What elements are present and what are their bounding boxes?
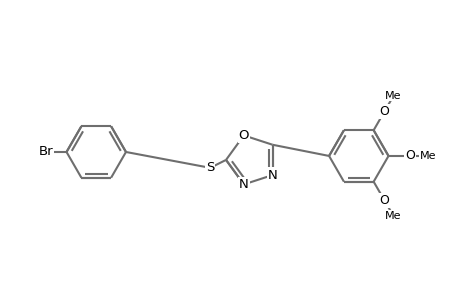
Text: Me: Me	[384, 91, 401, 101]
Text: N: N	[267, 169, 277, 182]
Text: S: S	[206, 161, 214, 174]
Text: O: O	[238, 129, 248, 142]
Text: N: N	[238, 178, 248, 191]
Text: Me: Me	[384, 211, 401, 221]
Text: Me: Me	[419, 151, 436, 161]
Text: Br: Br	[38, 146, 53, 158]
Text: O: O	[404, 149, 414, 162]
Text: O: O	[379, 194, 389, 207]
Text: O: O	[379, 105, 389, 118]
